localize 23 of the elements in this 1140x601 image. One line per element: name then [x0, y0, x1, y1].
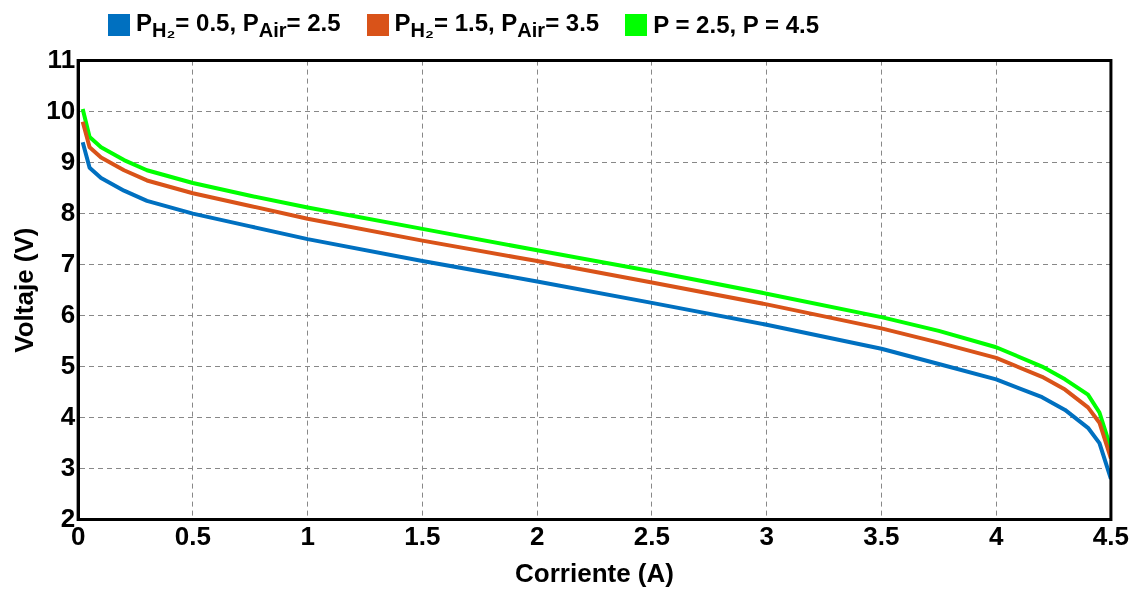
y-tick-label: 6 [60, 298, 76, 329]
x-tick-label: 0.5 [174, 521, 211, 552]
x-tick-label: 3 [759, 521, 774, 552]
x-axis-title: Corriente (A) [515, 557, 674, 588]
x-tick-label: 4.5 [1092, 521, 1130, 552]
x-tick-label: 2 [529, 521, 545, 552]
y-tick-label: 3 [60, 451, 76, 482]
y-tick-label: 9 [60, 145, 76, 176]
x-tick-label: 4 [988, 521, 1004, 552]
x-tick-label: 1 [300, 521, 315, 552]
x-tick-label: 1.5 [404, 521, 441, 552]
legend-label: P = 2.5, P = 4.5 [653, 11, 820, 39]
y-tick-label: 8 [60, 196, 76, 227]
y-tick-label: 5 [60, 349, 76, 380]
x-tick-label: 3.5 [863, 521, 900, 552]
y-axis-title: Voltaje (V) [8, 227, 39, 353]
legend-label: P$_{H₂}$= 1.5, P$_{Air}$= 3.5 [394, 8, 600, 42]
legend-label: P$_{H₂}$= 0.5, P$_{Air}$= 2.5 [136, 8, 341, 42]
y-tick-label: 10 [46, 94, 76, 125]
y-tick-label: 4 [60, 400, 76, 431]
y-tick-label: 7 [60, 247, 76, 278]
x-tick-label: 2.5 [633, 521, 670, 552]
y-tick-label: 11 [47, 43, 76, 74]
